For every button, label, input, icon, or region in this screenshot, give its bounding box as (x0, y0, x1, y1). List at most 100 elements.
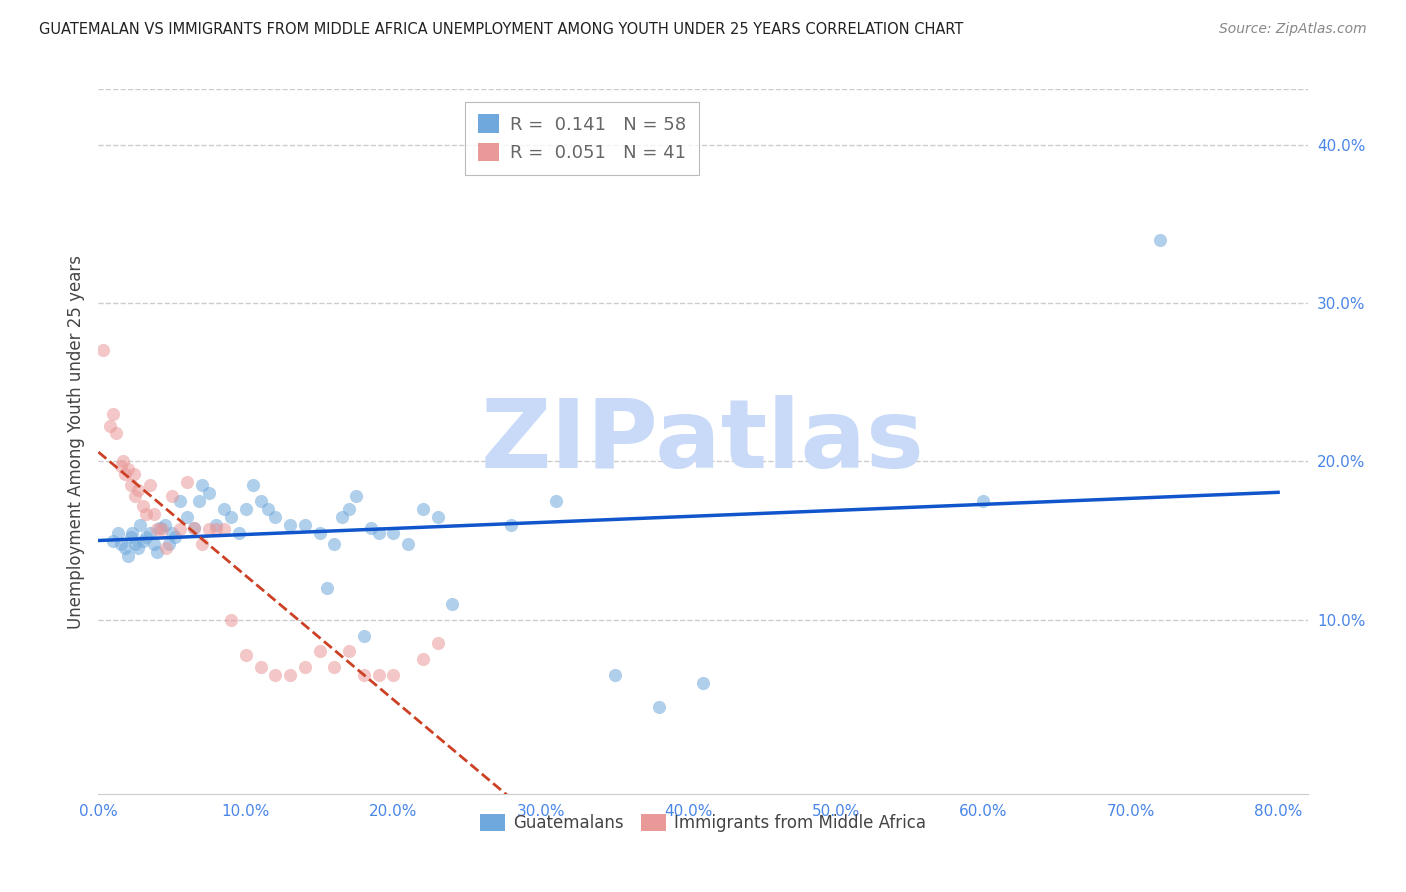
Point (294, 517, 316, 532)
Point (382, 668, 405, 682)
Point (187, 494, 209, 508)
Point (235, 501, 257, 516)
Point (294, 660, 316, 674)
Point (165, 530, 187, 544)
Point (426, 509, 449, 524)
Point (157, 537, 180, 551)
Y-axis label: Unemployment Among Youth under 25 years: Unemployment Among Youth under 25 years (66, 254, 84, 629)
Point (544, 494, 567, 508)
Point (128, 517, 150, 532)
Point (155, 541, 177, 556)
Point (176, 475, 198, 489)
Point (603, 668, 626, 682)
Point (120, 478, 142, 492)
Point (235, 648, 257, 662)
Point (176, 509, 198, 524)
Point (124, 489, 146, 503)
Point (219, 509, 242, 524)
Point (98, 419, 121, 434)
Point (337, 501, 360, 516)
Point (139, 525, 162, 540)
Point (107, 525, 129, 540)
Point (150, 523, 173, 537)
Point (198, 486, 221, 500)
Point (382, 525, 405, 540)
Point (121, 525, 143, 540)
Point (127, 541, 149, 556)
Point (242, 478, 264, 492)
Point (122, 467, 145, 481)
Point (692, 676, 714, 690)
Point (257, 501, 280, 516)
Point (153, 517, 176, 532)
Point (337, 644, 360, 658)
Point (146, 523, 169, 537)
Point (353, 628, 375, 642)
Point (198, 523, 221, 537)
Point (212, 523, 235, 537)
Point (183, 521, 205, 535)
Point (278, 668, 301, 682)
Point (249, 494, 271, 508)
Point (143, 507, 166, 521)
Text: Source: ZipAtlas.com: Source: ZipAtlas.com (1219, 22, 1367, 37)
Point (117, 462, 139, 476)
Point (1149, 233, 1171, 247)
Point (117, 549, 139, 564)
Point (131, 533, 153, 548)
Point (367, 525, 389, 540)
Point (426, 636, 449, 650)
Point (412, 652, 434, 666)
Point (124, 537, 146, 551)
Point (114, 467, 136, 481)
Text: GUATEMALAN VS IMMIGRANTS FROM MIDDLE AFRICA UNEMPLOYMENT AMONG YOUTH UNDER 25 YE: GUATEMALAN VS IMMIGRANTS FROM MIDDLE AFR… (39, 22, 963, 37)
Point (112, 454, 135, 468)
Point (127, 483, 149, 497)
Point (91, 343, 114, 358)
Point (219, 613, 242, 627)
Point (101, 407, 124, 421)
Point (139, 478, 162, 492)
Point (190, 537, 212, 551)
Point (105, 425, 128, 440)
Point (249, 660, 271, 674)
Point (316, 581, 339, 595)
Point (323, 660, 346, 674)
Point (169, 523, 191, 537)
Point (143, 537, 166, 551)
Point (110, 459, 132, 474)
Point (396, 537, 419, 551)
Point (120, 530, 142, 544)
Point (131, 499, 153, 513)
Point (412, 501, 434, 516)
Point (183, 521, 205, 535)
Point (308, 525, 330, 540)
Point (149, 521, 172, 535)
Point (146, 544, 169, 558)
Point (212, 501, 235, 516)
Point (501, 517, 523, 532)
Point (330, 509, 353, 524)
Point (264, 668, 287, 682)
Point (169, 494, 191, 508)
Point (160, 489, 183, 503)
Point (278, 517, 301, 532)
Legend: Guatemalans, Immigrants from Middle Africa: Guatemalans, Immigrants from Middle Afri… (474, 807, 932, 838)
Point (264, 509, 287, 524)
Point (135, 507, 157, 521)
Point (160, 525, 183, 540)
Point (323, 537, 346, 551)
Point (101, 533, 124, 548)
Point (972, 494, 994, 508)
Point (360, 521, 382, 535)
Point (648, 699, 671, 714)
Point (346, 489, 368, 503)
Point (353, 668, 375, 682)
Text: ZIPatlas: ZIPatlas (481, 395, 925, 488)
Point (367, 668, 389, 682)
Point (114, 541, 136, 556)
Point (205, 517, 228, 532)
Point (205, 523, 228, 537)
Point (441, 597, 464, 611)
Point (110, 537, 132, 551)
